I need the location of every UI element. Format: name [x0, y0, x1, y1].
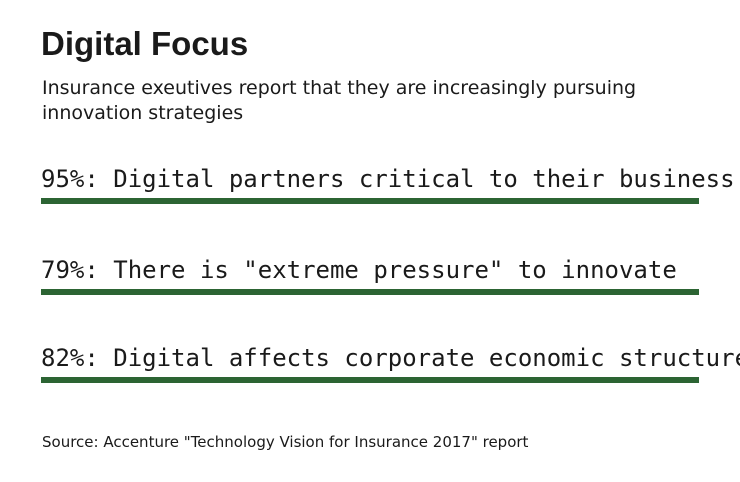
stat-label: 79%: There is "extreme pressure" to inno… [41, 256, 677, 284]
stat-item: 82%: Digital affects corporate economic … [41, 343, 740, 383]
stat-label: 95%: Digital partners critical to their … [41, 165, 735, 193]
page-subtitle: Insurance exeutives report that they are… [42, 77, 637, 124]
stat-underline [41, 377, 699, 383]
source-note: Source: Accenture "Technology Vision for… [42, 433, 529, 451]
stat-item: 95%: Digital partners critical to their … [41, 164, 735, 204]
stat-item: 79%: There is "extreme pressure" to inno… [41, 255, 699, 295]
page-title: Digital Focus [41, 25, 249, 62]
stat-underline [41, 198, 699, 204]
stats-list: 95%: Digital partners critical to their … [41, 0, 740, 482]
stat-underline [41, 289, 699, 295]
stat-label: 82%: Digital affects corporate economic … [41, 344, 740, 372]
